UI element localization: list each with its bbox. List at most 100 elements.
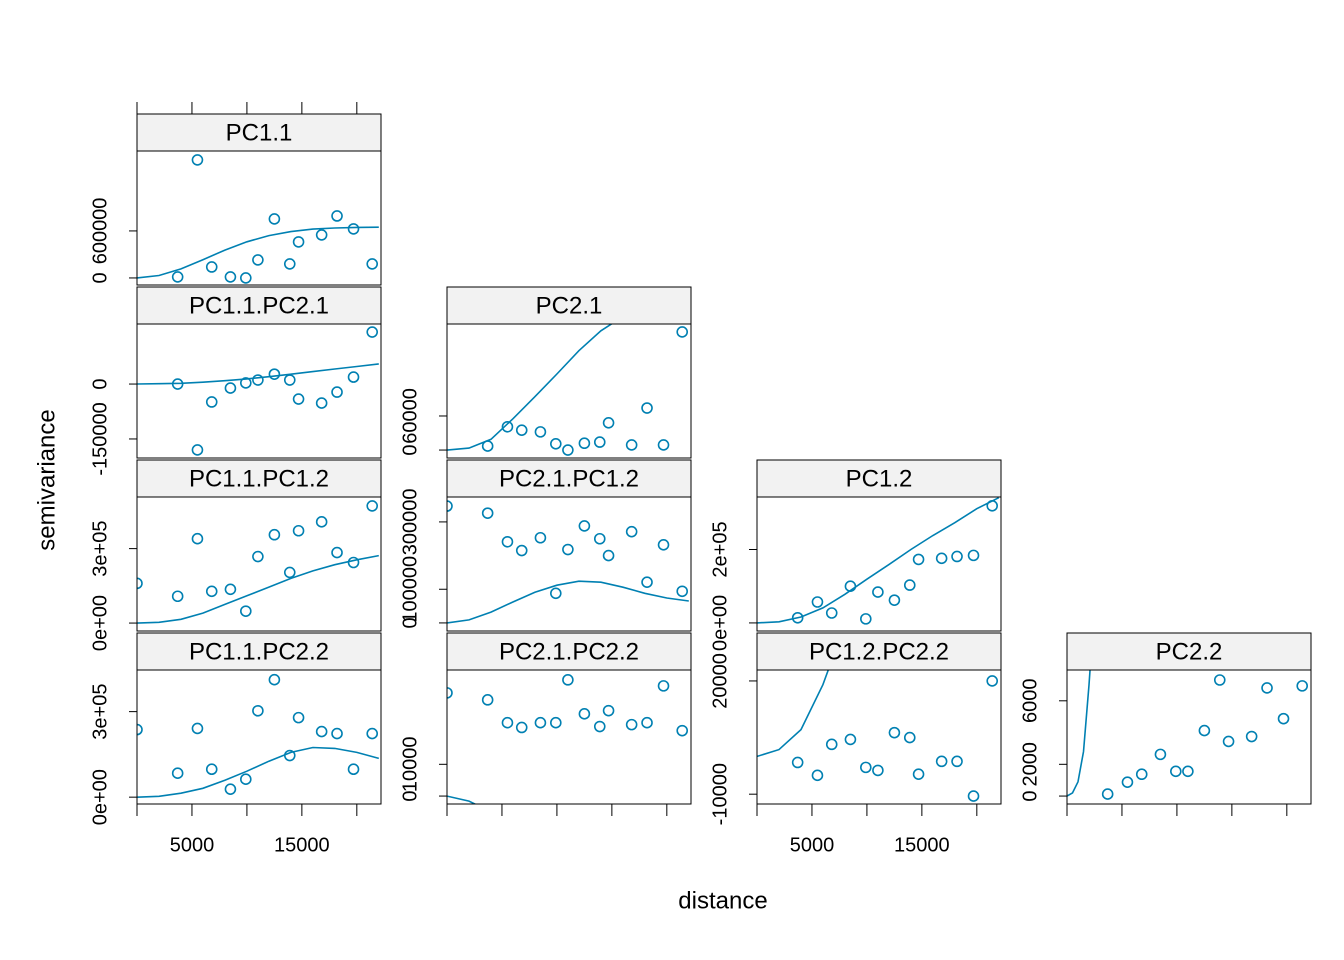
point xyxy=(347,556,360,569)
y-tick-label: 0 xyxy=(399,617,421,628)
point xyxy=(501,535,514,548)
y-tick-label: 2000 xyxy=(1019,742,1041,787)
point xyxy=(366,326,379,338)
y-tick-label: 10000 xyxy=(399,736,421,792)
y-tick-label: 0e+00 xyxy=(89,769,111,825)
y-tick-label: 6000 xyxy=(1019,679,1041,724)
point xyxy=(578,520,591,532)
strip xyxy=(136,459,382,498)
panel-plot xyxy=(757,670,999,802)
point xyxy=(1277,712,1290,725)
panel-frame xyxy=(136,323,382,459)
strip xyxy=(1066,632,1312,671)
point xyxy=(967,549,980,562)
point xyxy=(860,613,872,625)
point xyxy=(252,254,264,266)
panel-frame xyxy=(136,669,382,805)
point xyxy=(268,528,281,541)
strip-label: PC1.1 xyxy=(226,119,293,146)
point xyxy=(205,396,218,408)
point xyxy=(602,704,615,717)
y-tick-label: 0 xyxy=(89,378,111,389)
point xyxy=(951,550,963,563)
strip xyxy=(756,632,1002,671)
point xyxy=(481,507,494,519)
x-axis-title: distance xyxy=(678,887,767,914)
point xyxy=(240,272,252,284)
point xyxy=(625,525,638,538)
point xyxy=(534,716,547,729)
strip xyxy=(136,113,382,152)
point xyxy=(191,154,204,166)
point xyxy=(315,229,328,241)
y-tick-label: -10000 xyxy=(709,763,731,825)
panel-frame xyxy=(446,323,692,459)
y-tick-label: 2e+05 xyxy=(709,521,731,577)
y-tick-label: 300000 xyxy=(399,489,421,556)
panel-frame xyxy=(446,669,692,805)
y-tick-label: 60000 xyxy=(399,388,421,444)
point xyxy=(347,223,360,235)
point xyxy=(888,594,901,606)
point xyxy=(1121,776,1134,788)
panel-plot xyxy=(137,154,379,284)
point xyxy=(252,374,264,386)
point xyxy=(578,708,591,720)
point xyxy=(331,727,343,740)
point xyxy=(550,438,562,450)
point xyxy=(292,236,305,248)
point xyxy=(825,738,838,751)
fit-line xyxy=(447,580,689,624)
point xyxy=(641,402,653,414)
point xyxy=(1222,735,1235,748)
y-tick-label: 0 xyxy=(1019,790,1041,801)
point xyxy=(240,605,252,617)
point xyxy=(1296,680,1309,692)
point xyxy=(844,580,857,593)
point xyxy=(844,733,857,746)
point xyxy=(1154,748,1167,761)
point xyxy=(315,516,328,528)
point xyxy=(315,397,328,409)
point xyxy=(1101,788,1114,800)
point xyxy=(562,444,574,456)
point xyxy=(283,566,296,579)
fit-line xyxy=(137,363,379,385)
point xyxy=(252,550,264,563)
fit-line xyxy=(757,497,1000,624)
fit-line xyxy=(757,670,830,758)
y-tick-label: 0 xyxy=(399,790,421,801)
y-axis-title: semivariance xyxy=(33,409,60,550)
point xyxy=(515,424,528,436)
point xyxy=(331,546,343,559)
point xyxy=(562,674,574,686)
strip-label: PC1.1.PC2.2 xyxy=(189,638,329,665)
point xyxy=(593,436,606,448)
x-tick-label: 15000 xyxy=(274,834,330,856)
point xyxy=(268,368,281,380)
point xyxy=(224,382,237,394)
point xyxy=(205,261,218,273)
point xyxy=(593,720,606,733)
fit-line xyxy=(137,226,379,279)
point xyxy=(347,763,360,776)
point xyxy=(515,721,528,734)
point xyxy=(860,761,872,774)
point xyxy=(676,585,689,598)
point xyxy=(268,213,281,225)
point xyxy=(811,769,824,782)
panel-frame xyxy=(756,669,1002,805)
point xyxy=(888,726,901,739)
strip-label: PC2.1.PC2.2 xyxy=(499,638,639,665)
point xyxy=(872,586,884,598)
point xyxy=(625,439,638,451)
point xyxy=(578,437,591,450)
point xyxy=(903,731,916,744)
point xyxy=(315,725,328,738)
panel-plot xyxy=(137,500,379,624)
point xyxy=(283,374,296,386)
point xyxy=(602,416,615,429)
panel-frame xyxy=(136,496,382,632)
point xyxy=(550,716,562,729)
point xyxy=(515,544,528,557)
